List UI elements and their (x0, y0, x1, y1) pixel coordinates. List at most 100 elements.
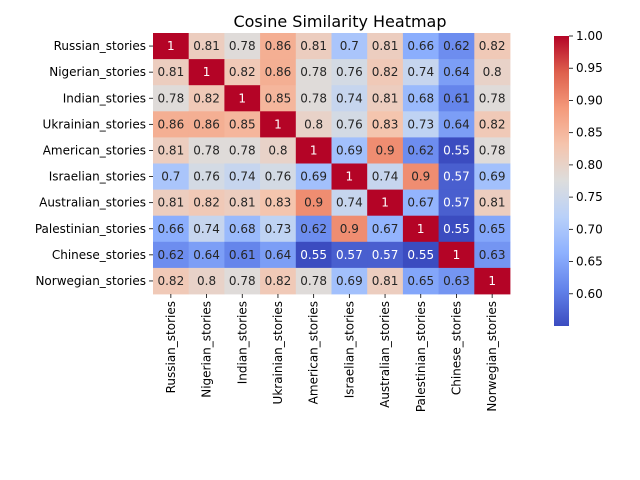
cell-value-label: 0.78 (300, 91, 327, 105)
heatmap-cell (402, 111, 439, 138)
cell-value-label: 0.57 (336, 248, 363, 262)
cell-value-label: 1 (453, 248, 461, 262)
heatmap-cell (153, 59, 190, 86)
cell-value-label: 0.62 (157, 248, 184, 262)
cell-value-label: 1 (167, 39, 175, 53)
cell-value-label: 0.68 (407, 91, 434, 105)
cell-value-label: 1 (417, 222, 425, 236)
heatmap-cell (295, 85, 332, 112)
y-tick-label: Nigerian_stories (49, 65, 146, 79)
cell-value-label: 0.69 (336, 143, 363, 157)
heatmap-cell (438, 163, 475, 190)
x-tick-label: Nigerian_stories (200, 301, 214, 398)
heatmap-cell (367, 241, 404, 269)
heatmap-cell (474, 215, 511, 243)
heatmap-cell (331, 267, 368, 295)
cell-value-label: 0.78 (193, 143, 220, 157)
heatmap-cell (153, 163, 190, 190)
colorbar-tick-label: 0.80 (576, 158, 603, 172)
cell-value-label: 0.55 (300, 248, 327, 262)
cell-value-label: 0.57 (372, 248, 399, 262)
heatmap-cell (295, 163, 332, 190)
cell-value-label: 0.78 (479, 143, 506, 157)
cell-value-label: 0.63 (479, 248, 506, 262)
cell-value-label: 0.57 (443, 196, 470, 210)
cell-value-label: 1 (238, 91, 246, 105)
cell-value-label: 0.65 (479, 222, 506, 236)
cell-value-label: 0.74 (336, 91, 363, 105)
heatmap-cell (402, 189, 439, 217)
heatmap-cell (153, 137, 190, 164)
cell-value-label: 0.78 (300, 274, 327, 288)
heatmap-cell (188, 163, 225, 190)
cell-value-label: 0.8 (304, 117, 323, 131)
colorbar-tick-label: 0.60 (576, 287, 603, 301)
colorbar-tick-label: 0.90 (576, 93, 603, 107)
heatmap-cell (474, 163, 511, 190)
heatmap-cell (402, 59, 439, 86)
cell-value-label: 0.81 (372, 39, 399, 53)
cell-value-label: 0.66 (157, 222, 184, 236)
heatmap-cell (438, 215, 475, 243)
heatmap-cell (295, 111, 332, 138)
cell-value-label: 0.55 (407, 248, 434, 262)
heatmap-cell (260, 189, 297, 217)
cell-value-label: 1 (488, 274, 496, 288)
y-tick-label: Israelian_stories (49, 170, 146, 184)
heatmap-cell (331, 241, 368, 269)
y-tick-label: Chinese_stories (52, 248, 146, 262)
cell-value-label: 0.81 (300, 39, 327, 53)
cell-value-label: 0.82 (479, 117, 506, 131)
y-tick-label: Russian_stories (54, 39, 146, 53)
cell-value-label: 0.83 (372, 117, 399, 131)
cell-value-label: 0.66 (407, 39, 434, 53)
cell-value-label: 0.74 (336, 196, 363, 210)
cell-value-label: 0.69 (336, 274, 363, 288)
heatmap-cell (474, 111, 511, 138)
heatmap-cell (474, 33, 511, 60)
x-tick-label: Chinese_stories (449, 301, 463, 395)
cell-value-label: 0.9 (376, 143, 395, 157)
x-tick-label: Palestinian_stories (414, 301, 428, 412)
heatmap-cell (260, 111, 297, 138)
cell-value-label: 0.67 (372, 222, 399, 236)
cell-value-label: 0.57 (443, 170, 470, 184)
heatmap-cell (260, 33, 297, 60)
heatmap-cell (438, 59, 475, 86)
heatmap-cell (153, 111, 190, 138)
heatmap-cell (295, 267, 332, 295)
x-tick-label: Norwegian_stories (485, 301, 499, 412)
cell-value-label: 0.9 (340, 222, 359, 236)
heatmap-cell (474, 85, 511, 112)
heatmap-cell (260, 241, 297, 269)
colorbar: 0.60 0.65 0.70 0.75 0.80 0.85 0.90 0.95 1.00 (554, 29, 603, 326)
cell-value-label: 1 (203, 65, 211, 79)
heatmap-cell (188, 59, 225, 86)
cell-value-label: 0.82 (265, 274, 292, 288)
heatmap-cell (438, 137, 475, 164)
cell-value-label: 0.62 (443, 39, 470, 53)
cell-value-label: 0.7 (340, 39, 359, 53)
heatmap-cell (438, 85, 475, 112)
heatmap-cell (402, 163, 439, 190)
cell-value-label: 0.9 (304, 196, 323, 210)
heatmap-cell (331, 33, 368, 60)
heatmap-cell (367, 215, 404, 243)
cell-value-label: 0.64 (443, 117, 470, 131)
cell-value-label: 0.64 (265, 248, 292, 262)
cell-value-label: 0.81 (157, 65, 184, 79)
heatmap-cell (367, 85, 404, 112)
x-tick-labels: Russian_stories Nigerian_stories Indian_st… (164, 294, 499, 412)
cell-value-label: 0.78 (157, 91, 184, 105)
heatmap-cell (295, 59, 332, 86)
colorbar-tick-label: 0.75 (576, 190, 603, 204)
cell-value-label: 0.78 (229, 274, 256, 288)
cell-value-label: 0.78 (229, 143, 256, 157)
cell-value-label: 0.81 (157, 143, 184, 157)
heatmap-cell (438, 241, 475, 269)
y-tick-labels: Russian_stories Nigerian_stories Indian_st… (35, 39, 153, 288)
heatmap-cell (224, 59, 261, 86)
cell-value-label: 0.67 (407, 196, 434, 210)
heatmap-cell (224, 137, 261, 164)
